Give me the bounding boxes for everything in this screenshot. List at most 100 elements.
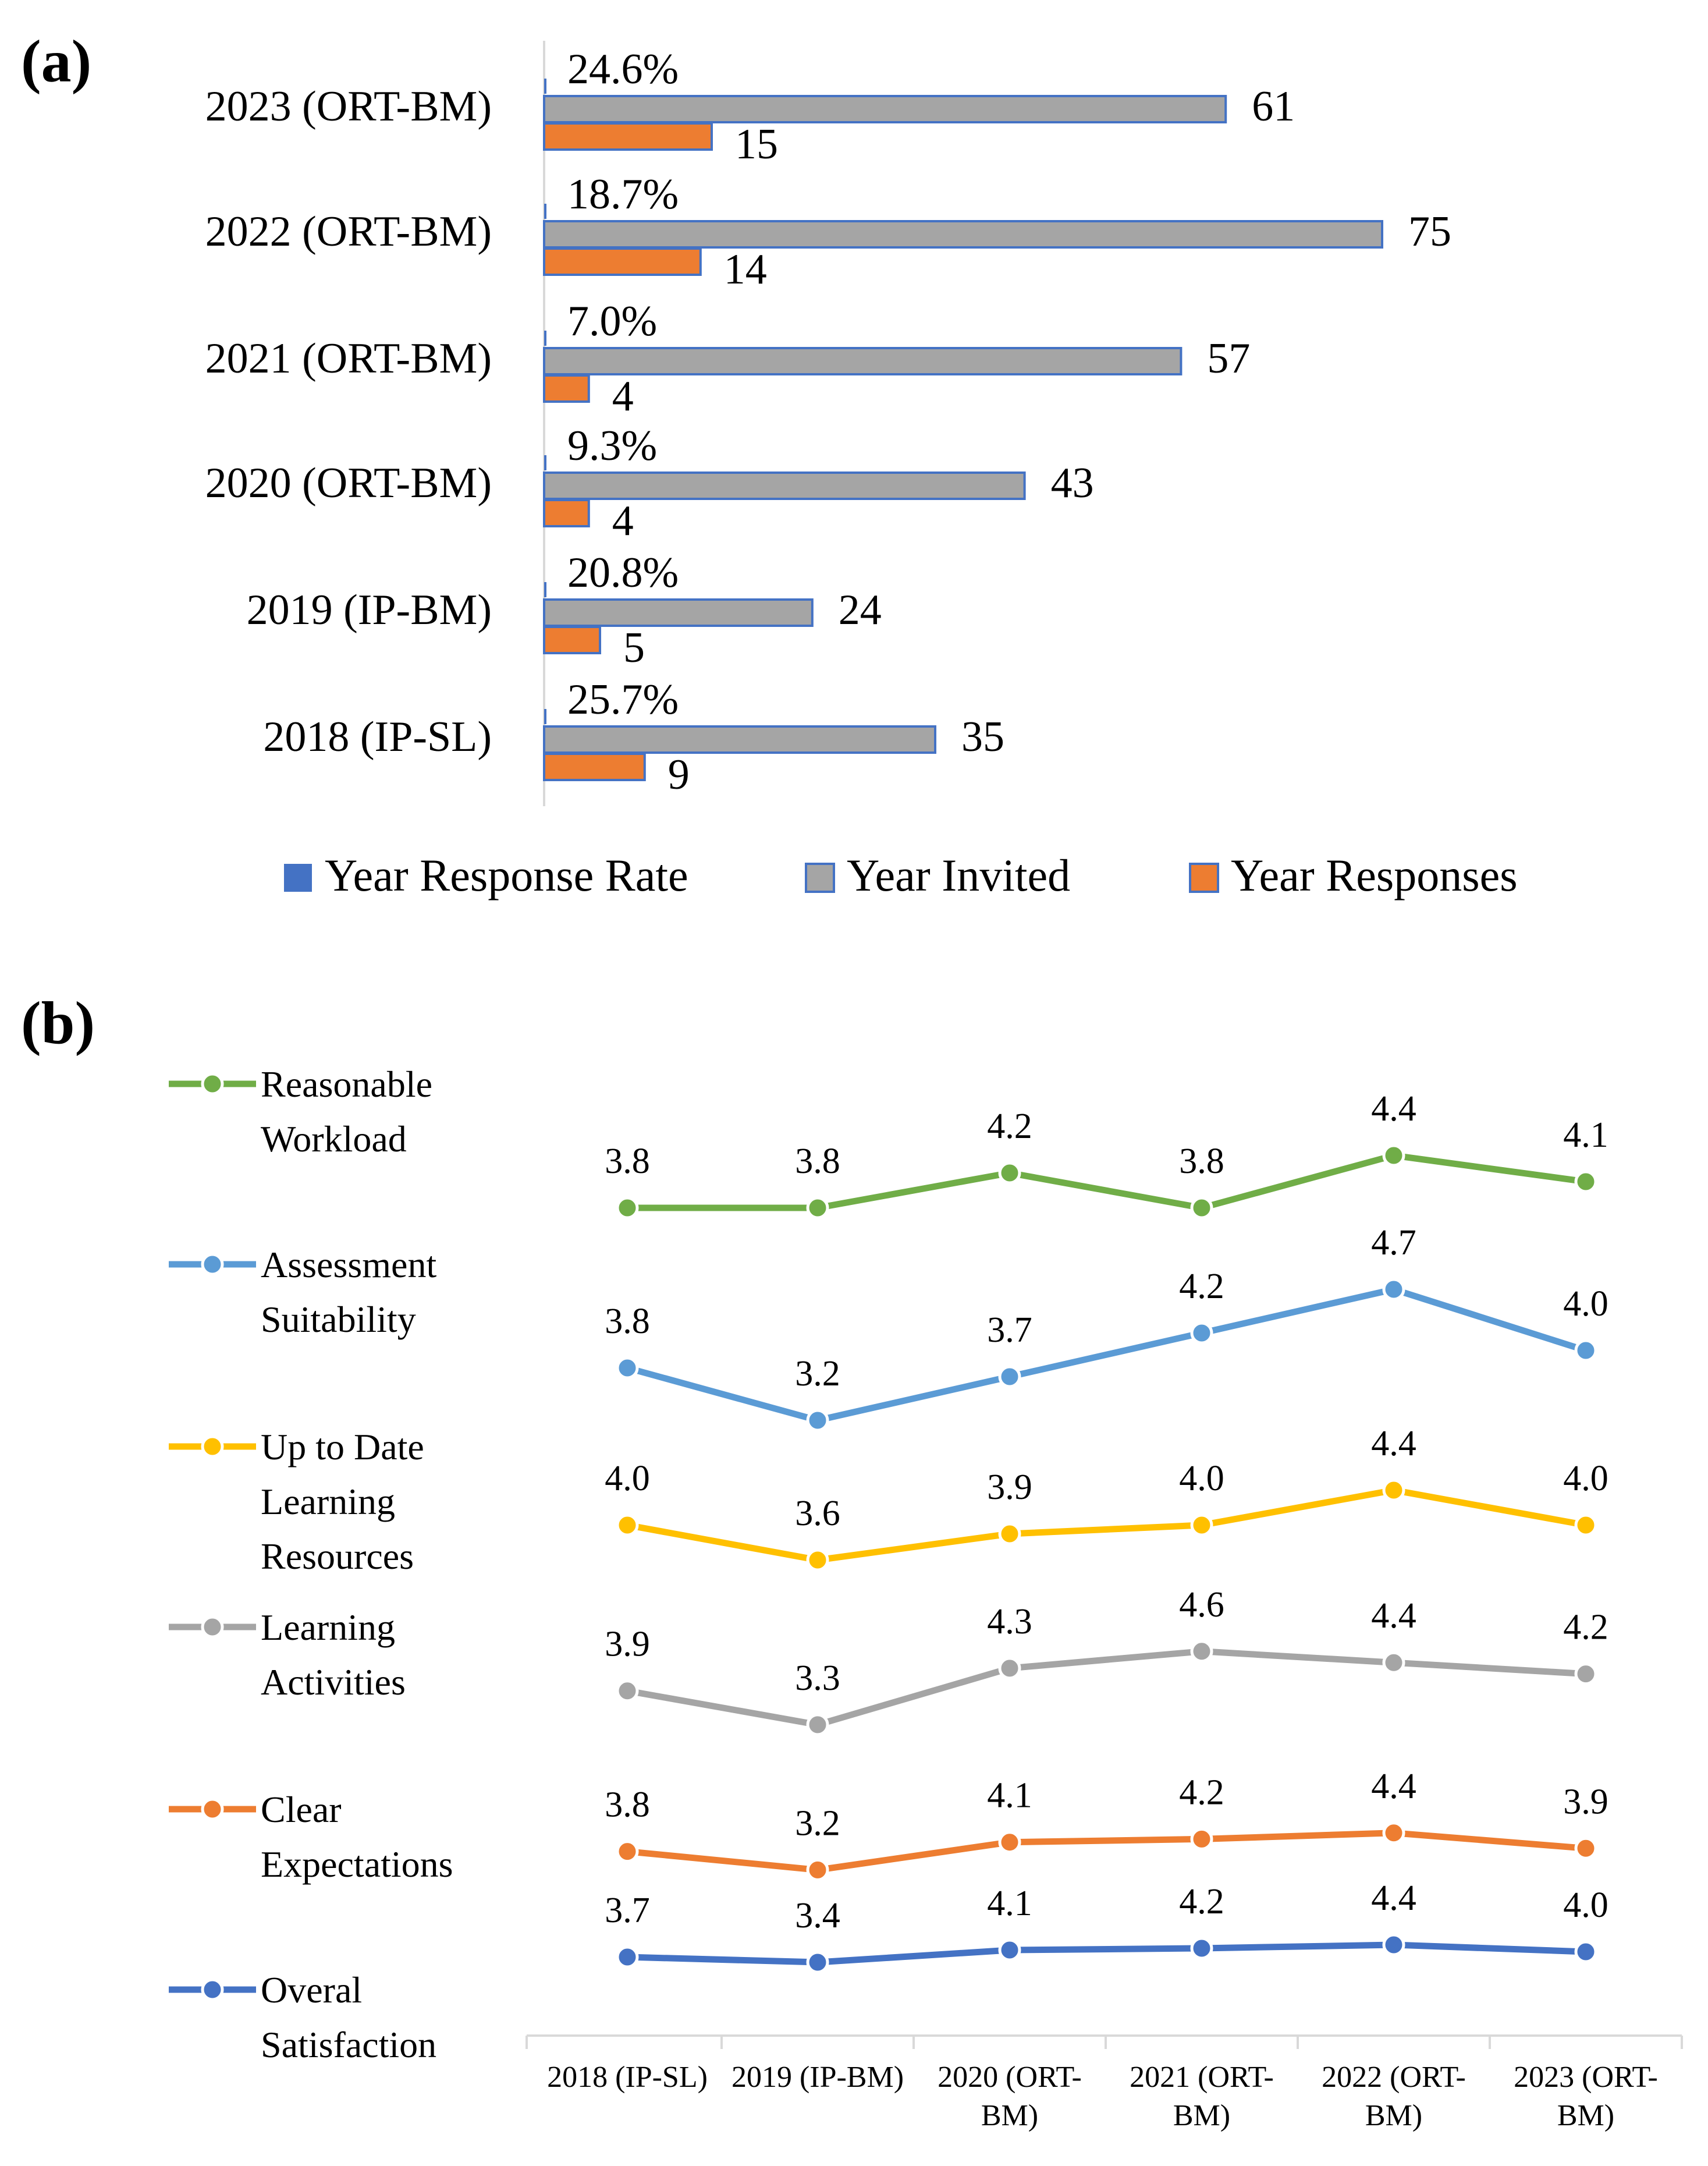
data-label: 4.4	[1371, 1878, 1416, 1918]
legend-label: Assessment Suitability	[261, 1244, 436, 1340]
data-label: 4.2	[1179, 1267, 1224, 1306]
series-0: 3.8 3.8 4.2 3.8 4.4 4.1	[605, 1089, 1608, 1220]
data-point	[616, 1356, 639, 1380]
invited-bar	[543, 598, 814, 627]
data-point	[1382, 1933, 1405, 1956]
data-label: 3.8	[1179, 1142, 1224, 1181]
invited-value-label: 61	[1252, 83, 1295, 130]
series-3: 3.9 3.3 4.3 4.6 4.4 4.2	[605, 1585, 1608, 1736]
panel-a-label: (a)	[21, 28, 91, 95]
data-label: 3.2	[795, 1354, 840, 1394]
data-point	[806, 1196, 829, 1220]
panel-b-label: (b)	[21, 990, 95, 1057]
data-label: 4.0	[1179, 1459, 1224, 1498]
category-label: 2018 (IP-SL)	[263, 713, 492, 761]
x-tick-label: 2023 (ORT-BM)	[1514, 2061, 1658, 2132]
data-point	[1190, 1513, 1213, 1537]
data-point	[1574, 1170, 1597, 1193]
responses-bar	[543, 499, 590, 527]
data-point	[616, 1513, 639, 1537]
data-label: 3.9	[987, 1467, 1032, 1507]
data-label: 4.6	[1179, 1585, 1224, 1625]
data-point	[1574, 1513, 1597, 1537]
legend-marker	[201, 1435, 224, 1458]
data-label: 4.0	[1563, 1284, 1608, 1324]
series-2: 4.0 3.6 3.9 4.0 4.4 4.0	[605, 1424, 1608, 1572]
data-label: 4.4	[1371, 1767, 1416, 1806]
invited-bar	[543, 472, 1026, 500]
data-point	[1190, 1827, 1213, 1851]
data-point	[1382, 1144, 1405, 1167]
data-point	[1382, 1821, 1405, 1845]
data-point	[1190, 1321, 1213, 1345]
legend-label: Year Invited	[847, 850, 1070, 901]
data-label: 4.4	[1371, 1424, 1416, 1463]
invited-value-label: 75	[1408, 208, 1451, 256]
response-rate-label: 7.0%	[567, 297, 657, 345]
data-label: 3.3	[795, 1658, 840, 1698]
data-label: 4.2	[1563, 1608, 1608, 1647]
legend-label: Clear Expectations	[261, 1789, 453, 1885]
responses-bar	[543, 753, 646, 781]
series-line	[624, 1941, 1589, 1966]
x-tick-label: 2022 (ORT-BM)	[1322, 2061, 1466, 2132]
data-point	[998, 1831, 1021, 1854]
responses-value-label: 5	[623, 624, 645, 672]
responses-bar	[543, 626, 601, 654]
data-point	[806, 1951, 829, 1974]
data-label: 4.1	[987, 1884, 1032, 1923]
invited-bar	[543, 347, 1183, 375]
line-chart-b: 2018 (IP-SL) 2019 (IP-BM) 2020 (ORT-BM) 202…	[169, 1063, 1683, 2132]
response-rate-label: 20.8%	[567, 549, 679, 597]
legend-marker	[201, 1978, 224, 2001]
category-label: 2019 (IP-BM)	[247, 586, 492, 634]
data-label: 3.7	[987, 1310, 1032, 1350]
data-point	[998, 1365, 1021, 1388]
data-point	[616, 1196, 639, 1220]
data-point	[998, 1161, 1021, 1185]
data-label: 4.2	[1179, 1882, 1224, 1922]
data-label: 4.0	[1563, 1885, 1608, 1925]
category-label: 2020 (ORT-BM)	[205, 459, 492, 507]
invited-bar	[543, 95, 1227, 123]
data-point	[616, 1679, 639, 1703]
x-tick-label: 2020 (ORT-BM)	[938, 2061, 1082, 2132]
responses-value-label: 4	[612, 373, 634, 420]
data-label: 4.7	[1371, 1223, 1416, 1263]
data-point	[806, 1548, 829, 1572]
legend-swatch	[1189, 863, 1219, 893]
responses-bar	[543, 374, 590, 403]
response-rate-bar	[544, 709, 546, 724]
series-line	[624, 1648, 1589, 1728]
x-tick-label: 2019 (IP-BM)	[732, 2061, 904, 2094]
legend-label: Learning Activities	[261, 1607, 406, 1703]
responses-bar	[543, 122, 713, 151]
data-label: 4.1	[987, 1776, 1032, 1816]
data-point	[616, 1840, 639, 1863]
data-point	[1574, 1837, 1597, 1860]
data-label: 3.8	[795, 1142, 840, 1181]
series-line	[624, 1487, 1589, 1564]
response-rate-bar	[544, 582, 546, 597]
data-label: 3.7	[605, 1891, 650, 1930]
response-rate-bar	[544, 331, 546, 346]
responses-bar	[543, 247, 702, 276]
responses-value-label: 9	[668, 751, 690, 799]
data-label: 3.9	[605, 1625, 650, 1664]
data-label: 4.1	[1563, 1115, 1608, 1155]
data-label: 3.2	[795, 1803, 840, 1843]
data-label: 3.8	[605, 1142, 650, 1181]
response-rate-bar	[544, 455, 546, 470]
response-rate-label: 25.7%	[567, 676, 679, 724]
data-label: 4.4	[1371, 1089, 1416, 1129]
invited-bar	[543, 220, 1383, 249]
responses-value-label: 14	[724, 246, 767, 293]
legend-label: Up to Date Learning Resources	[261, 1426, 424, 1577]
data-label: 3.8	[605, 1785, 650, 1825]
response-rate-bar	[544, 79, 546, 94]
x-tick-label: 2018 (IP-SL)	[547, 2061, 708, 2094]
legend-marker	[201, 1253, 224, 1276]
data-label: 4.2	[1179, 1772, 1224, 1812]
data-point	[1574, 1662, 1597, 1686]
